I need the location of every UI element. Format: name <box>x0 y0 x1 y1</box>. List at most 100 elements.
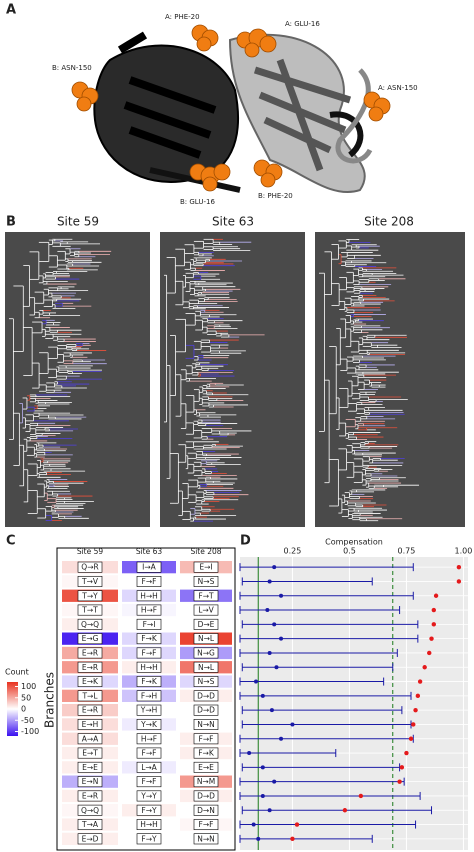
panel-label: A <box>6 3 16 18</box>
compensation-point <box>342 808 348 813</box>
cell-label: Q→R <box>81 563 98 572</box>
cell-label: Y→K <box>140 720 158 729</box>
compensation-point <box>290 836 295 842</box>
residue-label: A: GLU-16 <box>285 20 320 28</box>
cell-label: H→F <box>141 606 157 615</box>
x-tick-label: 0.75 <box>398 547 416 556</box>
cell-label-box <box>136 761 162 773</box>
panel-label: B <box>6 215 16 230</box>
cell-label-box <box>193 718 219 730</box>
compensation-point <box>429 636 434 641</box>
cell-label-box <box>136 661 162 673</box>
estimate-point <box>265 608 270 613</box>
cell-label-box <box>136 690 162 702</box>
x-tick-label: 1.00 <box>455 547 473 556</box>
estimate-point <box>274 665 279 670</box>
cell-label-box <box>77 833 103 845</box>
cell-label-box <box>136 618 162 630</box>
cell-label: T→Y <box>81 591 98 600</box>
compensation-point <box>408 736 414 741</box>
cell-label: F→Y <box>141 834 157 843</box>
cell-label: T→L <box>81 691 98 700</box>
cell-label: T→V <box>81 577 99 586</box>
cell-label-box <box>193 819 219 831</box>
x-tick-label: 0.5 <box>343 547 356 556</box>
y-axis-label: Branches <box>43 672 57 728</box>
compensation-point <box>431 622 436 627</box>
cell-label: D→D <box>197 706 215 715</box>
estimate-point <box>260 765 265 770</box>
compensation-point <box>417 679 423 684</box>
compensation-point <box>294 822 300 827</box>
compensation-point <box>433 593 439 598</box>
protein-structure: A: PHE-20 A: GLU-16 B: ASN-150 A: ASN-15… <box>52 13 418 206</box>
tree-title: Site 208 <box>364 215 414 229</box>
colorbar-label: -50 <box>21 716 34 725</box>
legend-title: Count <box>5 668 29 677</box>
compensation-point <box>456 564 462 570</box>
cell-label: F→F <box>142 648 157 657</box>
cell-label-box <box>193 647 219 659</box>
cell-label-box <box>77 804 103 816</box>
cell-label: F→F <box>199 734 214 743</box>
colorbar-label: 50 <box>21 693 31 702</box>
colorbar-label: 0 <box>21 705 26 714</box>
cell-label-box <box>193 604 219 616</box>
estimate-point <box>269 708 274 713</box>
cell-label: E→R <box>82 791 98 800</box>
compensation-point <box>404 750 409 756</box>
cell-label-box <box>193 733 219 745</box>
cell-label: E→E <box>198 763 214 772</box>
cell-label: T→T <box>81 606 98 615</box>
column-header: Site 208 <box>190 547 221 556</box>
cell-label: N→L <box>198 663 215 672</box>
cell-label-box <box>136 819 162 831</box>
cell-label-box <box>193 633 219 645</box>
cell-label: D→D <box>197 791 215 800</box>
estimate-point <box>260 793 265 798</box>
tree-title: Site 59 <box>57 215 99 229</box>
estimate-point <box>272 565 277 570</box>
cell-label: E→G <box>82 634 99 643</box>
cell-label: N→S <box>198 577 215 586</box>
cell-label-box <box>77 575 103 587</box>
cell-label: N→M <box>197 777 215 786</box>
tree-title: Site 63 <box>212 215 254 229</box>
colorbar-label: -100 <box>21 727 39 736</box>
cell-label: Y→H <box>140 706 158 715</box>
cell-label: N→S <box>198 677 215 686</box>
cell-label-box <box>193 690 219 702</box>
cell-label: F→F <box>142 577 157 586</box>
cell-label-box <box>193 561 219 573</box>
cell-label-box <box>193 618 219 630</box>
cell-label: F→K <box>198 749 215 758</box>
x-tick-label: 0.25 <box>284 547 302 556</box>
cell-label-box <box>193 833 219 845</box>
cell-label-box <box>193 661 219 673</box>
cell-label-box <box>193 676 219 688</box>
cell-label-box <box>193 804 219 816</box>
cell-label: Y→Y <box>140 791 157 800</box>
cell-label: E→K <box>82 677 99 686</box>
compensation-point <box>397 779 402 784</box>
cell-label-box <box>136 590 162 602</box>
cell-label: F→T <box>198 591 214 600</box>
estimate-point <box>256 836 261 841</box>
cell-label: Q→Q <box>81 806 99 815</box>
cell-label-box <box>136 604 162 616</box>
cell-label-box <box>77 733 103 745</box>
cell-label: F→F <box>142 777 157 786</box>
compensation-point <box>413 707 418 713</box>
estimate-point <box>279 636 284 641</box>
cell-label: E→N <box>82 777 99 786</box>
cell-label: F→Y <box>141 806 157 815</box>
compensation-point <box>456 579 462 584</box>
cell-label: L→V <box>198 606 214 615</box>
cell-label-box <box>136 676 162 688</box>
cell-label-box <box>77 776 103 788</box>
cell-label: L→A <box>141 763 157 772</box>
cell-label-box <box>136 561 162 573</box>
cell-label: T→A <box>81 820 99 829</box>
cell-label: H→H <box>140 663 158 672</box>
cell-label-box <box>136 733 162 745</box>
